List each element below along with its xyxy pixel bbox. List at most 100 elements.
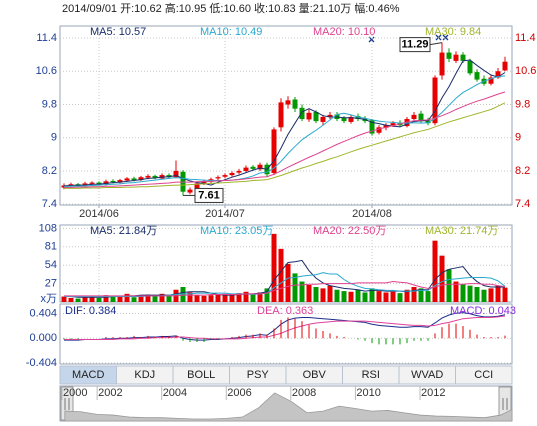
candle-body (166, 175, 172, 178)
volume-bar (313, 287, 319, 302)
y-tick-label: -0.404 (26, 357, 57, 369)
overview-area (64, 392, 513, 422)
tab-label[interactable]: BOLL (187, 369, 215, 381)
volume-bar (425, 291, 431, 302)
candle-body (173, 170, 179, 178)
volume-bar (278, 248, 284, 302)
volume-bar (446, 269, 452, 302)
candle-body (453, 54, 459, 61)
y-tick-label: 81 (45, 241, 57, 253)
ma-line (64, 281, 506, 297)
candle-body (292, 99, 298, 109)
handle-grip (64, 398, 508, 410)
legend-entry: DIF: 0.384 (65, 305, 116, 317)
volume-bar (264, 288, 270, 302)
volume-bar (152, 295, 158, 302)
candle-body (201, 181, 207, 184)
volume-bar (292, 273, 298, 302)
candle-body (390, 123, 396, 126)
volume-bar (271, 233, 277, 302)
tab[interactable] (455, 365, 513, 385)
candle-body (194, 183, 200, 190)
candle-body (495, 71, 501, 78)
candle-body (460, 54, 466, 61)
candle-body (243, 167, 249, 171)
volume-bar (348, 291, 354, 302)
volume-bar (460, 284, 466, 302)
candle-body (229, 173, 235, 176)
candle-body (320, 116, 326, 122)
annotation-box (399, 37, 431, 53)
volume-bar (110, 296, 116, 302)
macd-panel (59, 303, 513, 365)
legend-entry: MA5: 21.84万 (90, 225, 157, 237)
year-label: 2000 (63, 387, 87, 399)
volume-bar (411, 287, 417, 302)
tab-label[interactable]: OBV (303, 369, 327, 381)
volume-bar (327, 285, 333, 302)
volume-unit: x万 (41, 293, 58, 305)
tab-label[interactable]: KDJ (134, 369, 155, 381)
candle-body (285, 100, 291, 105)
candle-body (488, 77, 494, 84)
volume-bar (474, 287, 480, 302)
year-label: 2004 (163, 387, 187, 399)
tab-label[interactable]: MACD (72, 369, 104, 381)
volume-bar (397, 293, 403, 302)
volume-bar (222, 293, 228, 302)
volume-bar (362, 292, 368, 302)
candle-body (467, 60, 473, 74)
candle-body (432, 77, 438, 124)
candle-body (313, 111, 319, 122)
volume-bar (75, 298, 81, 302)
year-label: 2002 (98, 387, 122, 399)
x-tick-label: 2014/06 (79, 208, 119, 220)
volume-bar (103, 295, 109, 302)
candle-body (110, 180, 116, 183)
volume-bar (166, 295, 172, 302)
volume-bar (138, 295, 144, 302)
x-tick-label: 2014/07 (205, 208, 245, 220)
volume-bar (61, 296, 67, 302)
tab-label[interactable]: RSI (362, 369, 380, 381)
legend-entry: MA10: 23.05万 (200, 225, 273, 237)
y-tick-label-right: 9.8 (515, 98, 530, 110)
candle-body (327, 114, 333, 117)
candle-body (103, 181, 109, 185)
tab-label[interactable]: CCI (474, 369, 493, 381)
y-tick-label: 9.8 (42, 98, 57, 110)
candle-body (278, 102, 284, 128)
year-label: 2008 (292, 387, 316, 399)
volume-bar (306, 284, 312, 302)
candle-body (250, 166, 256, 169)
candle-body (348, 116, 354, 122)
y-tick-label: 8.2 (42, 165, 57, 177)
year-label: 2012 (421, 387, 445, 399)
tab-label[interactable]: PSY (247, 369, 270, 381)
candle-body (502, 61, 508, 71)
y-tick-label: 0.404 (29, 307, 57, 319)
volume-bar (341, 291, 347, 302)
tab-label[interactable]: WVAD (411, 369, 443, 381)
candle-body (425, 120, 431, 124)
year-label: 2006 (227, 387, 251, 399)
candle-body (117, 180, 123, 183)
volume-bar (215, 294, 221, 302)
candle-body (341, 117, 347, 122)
candle-body (145, 175, 151, 178)
legend-entry: MA5: 10.57 (90, 26, 146, 38)
y-tick-label-right: 7.4 (515, 198, 530, 210)
max-label: 11.29 (402, 39, 429, 51)
candle-body (187, 189, 193, 193)
macd-line (64, 315, 506, 341)
volume-bar (145, 294, 151, 302)
y-tick-label: 54 (45, 259, 57, 271)
volume-bar (257, 292, 263, 302)
volume-bar (131, 297, 137, 302)
candle-body (299, 107, 305, 120)
candle-body (124, 178, 130, 181)
volume-bar (229, 295, 235, 302)
volume-bar (334, 289, 340, 302)
ma-line (63, 75, 506, 188)
